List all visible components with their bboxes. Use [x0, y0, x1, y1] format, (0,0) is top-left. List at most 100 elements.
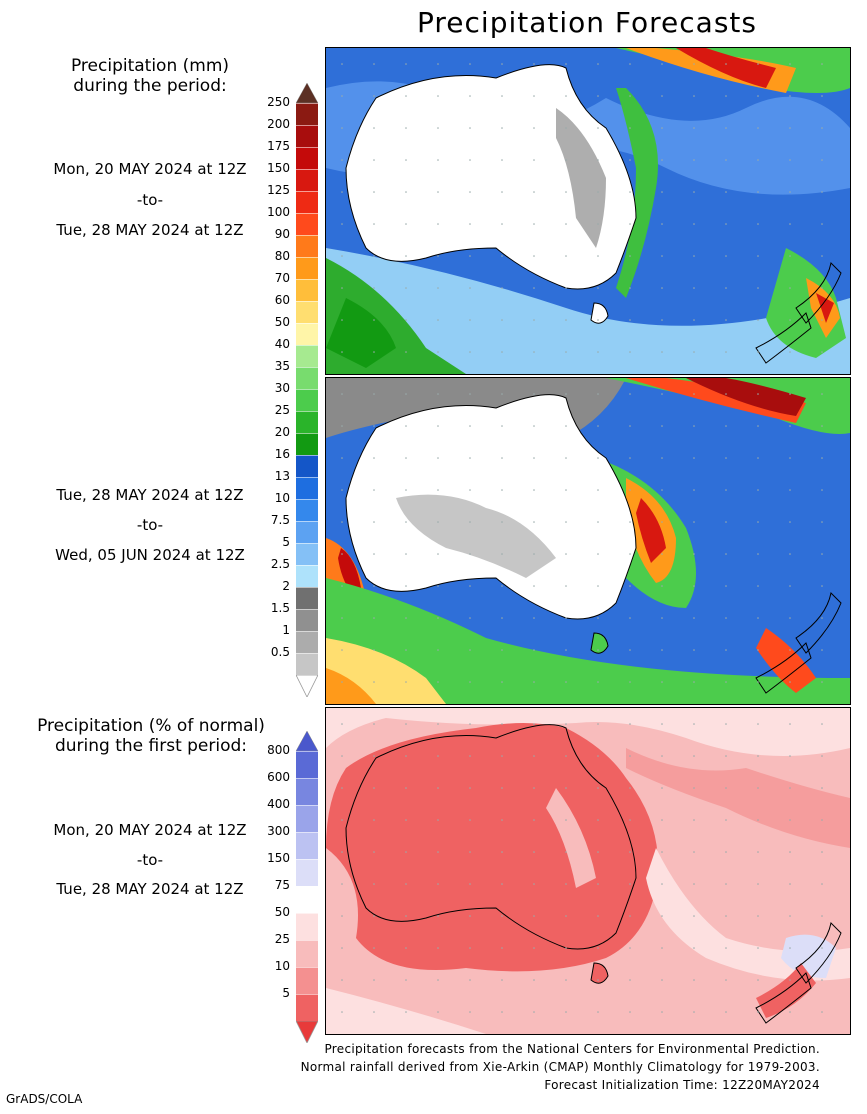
- precip-colorbar-top-arrow: [296, 83, 318, 103]
- anomaly-header-line1: Precipitation (% of normal): [37, 716, 265, 736]
- precip-colorbar-tick-label: 1.5: [270, 601, 290, 615]
- precip-colorbar-tick-label: 30: [274, 381, 290, 395]
- precip-colorbar-segment: [296, 191, 318, 213]
- anomaly-colorbar-segment: [296, 886, 318, 913]
- precip-colorbar-tick-label: 16: [274, 447, 290, 461]
- period2-to: -to-: [136, 516, 164, 534]
- precip-header-line2: during the period:: [73, 76, 227, 96]
- precip-colorbar-tick-label: 2: [282, 579, 290, 593]
- precip-colorbar-tick-label: 40: [274, 337, 290, 351]
- anomaly-colorbar-tick-label: 400: [267, 797, 290, 811]
- anomaly-start: Mon, 20 MAY 2024 at 12Z: [53, 821, 247, 839]
- period1-to: -to-: [136, 191, 164, 209]
- anomaly-header-line2: during the first period:: [54, 736, 248, 756]
- precip-colorbar-segment: [296, 477, 318, 499]
- anomaly-header: Precipitation (% of normal) during the f…: [0, 716, 302, 756]
- precip-colorbar-tick-label: 175: [267, 139, 290, 153]
- precip-colorbar-segment: [296, 587, 318, 609]
- precip-colorbar-segment: [296, 169, 318, 191]
- anomaly-end: Tue, 28 MAY 2024 at 12Z: [56, 880, 244, 898]
- precip-colorbar-segment: [296, 455, 318, 477]
- precip-colorbar-segment: [296, 499, 318, 521]
- precip-colorbar-segment: [296, 653, 318, 675]
- precip-colorbar-tick-label: 200: [267, 117, 290, 131]
- precip-colorbar-segment: [296, 213, 318, 235]
- map-panel-anomaly: [325, 707, 851, 1035]
- precip-colorbar-segment: [296, 609, 318, 631]
- grads-credit: GrADS/COLA: [6, 1092, 83, 1106]
- precip-colorbar-segment: [296, 565, 318, 587]
- precip-colorbar-segment: [296, 543, 318, 565]
- anomaly-colorbar-tick-label: 5: [282, 986, 290, 1000]
- precip-colorbar-segment: [296, 389, 318, 411]
- map-panel-period2: [325, 377, 851, 705]
- precip-colorbar-segment: [296, 433, 318, 455]
- precip-colorbar-segment: [296, 521, 318, 543]
- precip-colorbar-tick-label: 90: [274, 227, 290, 241]
- anomaly-colorbar-segment: [296, 913, 318, 940]
- precip-colorbar-segment: [296, 147, 318, 169]
- period1-end: Tue, 28 MAY 2024 at 12Z: [56, 221, 244, 239]
- precip-colorbar-tick-label: 0.5: [270, 645, 290, 659]
- anomaly-colorbar-segment: [296, 967, 318, 994]
- precip-colorbar-tick-label: 20: [274, 425, 290, 439]
- anomaly-colorbar-tick-label: 25: [274, 932, 290, 946]
- precip-colorbar-segment: [296, 257, 318, 279]
- anomaly-colorbar-tick-label: 10: [274, 959, 290, 973]
- precip-colorbar-segment: [296, 631, 318, 653]
- precip-colorbar-tick-label: 1: [282, 623, 290, 637]
- precip-colorbar-tick-label: 13: [274, 469, 290, 483]
- anomaly-colorbar-tick-label: 50: [274, 905, 290, 919]
- precip-map-period1: [326, 48, 850, 374]
- anomaly-colorbar-tick-label: 150: [267, 851, 290, 865]
- anomaly-colorbar-segment: [296, 778, 318, 805]
- anomaly-colorbar-top-arrow: [296, 731, 318, 751]
- anomaly-colorbar-segment: [296, 751, 318, 778]
- precip-colorbar-tick-label: 50: [274, 315, 290, 329]
- footer-line2: Normal rainfall derived from Xie-Arkin (…: [300, 1060, 820, 1074]
- precip-colorbar-tick-label: 70: [274, 271, 290, 285]
- anomaly-colorbar-bottom-arrow: [296, 1021, 318, 1043]
- anomaly-colorbar-tick-label: 300: [267, 824, 290, 838]
- precip-colorbar-tick-label: 35: [274, 359, 290, 373]
- precip-anomaly-map: [326, 708, 850, 1034]
- anomaly-colorbar-segment: [296, 994, 318, 1021]
- precip-colorbar-tick-label: 2.5: [270, 557, 290, 571]
- precip-colorbar-segment: [296, 279, 318, 301]
- precip-map-period2: [326, 378, 850, 704]
- page-title: Precipitation Forecasts: [417, 6, 757, 39]
- precip-colorbar-segment: [296, 125, 318, 147]
- precip-colorbar-tick-label: 250: [267, 95, 290, 109]
- anomaly-colorbar-segment: [296, 940, 318, 967]
- precip-colorbar-segment: [296, 411, 318, 433]
- precip-colorbar-tick-label: 80: [274, 249, 290, 263]
- precip-colorbar-segment: [296, 301, 318, 323]
- period2-start: Tue, 28 MAY 2024 at 12Z: [56, 486, 244, 504]
- precip-colorbar-segment: [296, 367, 318, 389]
- anomaly-colorbar-segment: [296, 832, 318, 859]
- footer-line1: Precipitation forecasts from the Nationa…: [324, 1042, 820, 1056]
- anomaly-colorbar-segment: [296, 805, 318, 832]
- precip-colorbar-tick-label: 100: [267, 205, 290, 219]
- footer-text: Precipitation forecasts from the Nationa…: [301, 1040, 820, 1094]
- map-panel-period1: [325, 47, 851, 375]
- precip-colorbar-tick-label: 25: [274, 403, 290, 417]
- anomaly-colorbar-tick-label: 600: [267, 770, 290, 784]
- anomaly-to: -to-: [136, 851, 164, 869]
- precip-header-line1: Precipitation (mm): [70, 56, 230, 76]
- precip-colorbar-segment: [296, 103, 318, 125]
- precip-colorbar-tick-label: 7.5: [270, 513, 290, 527]
- precip-colorbar-bottom-arrow: [296, 675, 318, 697]
- period2-end: Wed, 05 JUN 2024 at 12Z: [55, 546, 245, 564]
- precip-colorbar-segment: [296, 345, 318, 367]
- precip-colorbar-segment: [296, 235, 318, 257]
- precip-colorbar-tick-label: 60: [274, 293, 290, 307]
- precip-header: Precipitation (mm) during the period:: [0, 56, 300, 96]
- precip-colorbar-tick-label: 5: [282, 535, 290, 549]
- anomaly-colorbar-tick-label: 75: [274, 878, 290, 892]
- footer-line3: Forecast Initialization Time: 12Z20MAY20…: [544, 1078, 820, 1092]
- anomaly-colorbar-segment: [296, 859, 318, 886]
- anomaly-colorbar-tick-label: 800: [267, 743, 290, 757]
- precip-colorbar-segment: [296, 323, 318, 345]
- precip-colorbar-tick-label: 150: [267, 161, 290, 175]
